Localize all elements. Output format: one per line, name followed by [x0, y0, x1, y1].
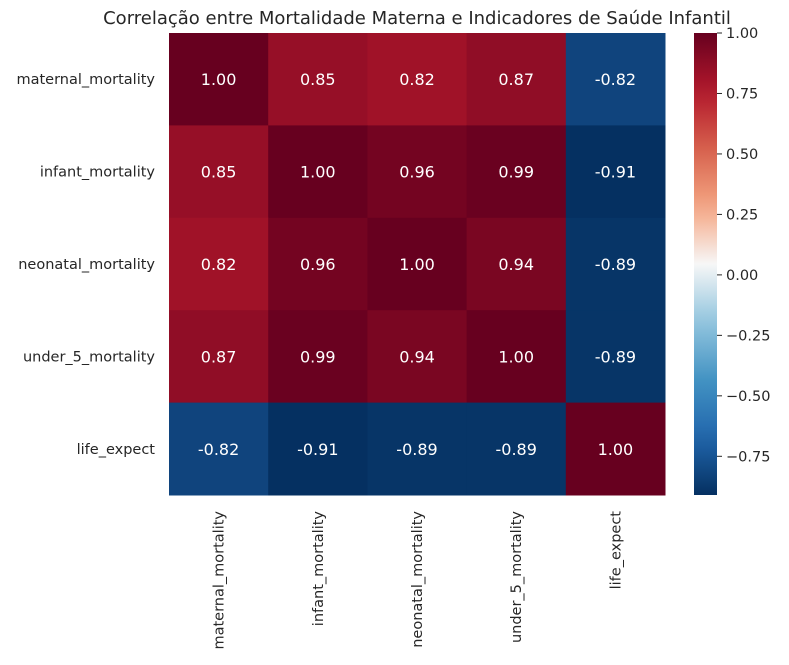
row-tick-label: infant_mortality	[40, 165, 156, 181]
cell-value-label: -0.89	[595, 255, 636, 274]
cell-value-label: -0.89	[495, 440, 536, 459]
cell-value-label: 0.85	[300, 70, 336, 89]
cell-value-label: 0.82	[201, 255, 237, 274]
cell-value-label: 0.87	[201, 347, 237, 366]
colorbar-tick-label: 0.75	[726, 86, 758, 102]
heatmap-cell	[466, 310, 567, 404]
heatmap-cell	[367, 217, 468, 311]
row-tick-label: life_expect	[77, 442, 156, 458]
heatmap-cell	[466, 402, 567, 496]
column-tick-label: maternal_mortality	[212, 511, 228, 650]
heatmap-cell	[466, 125, 567, 219]
cell-value-label: 0.99	[498, 163, 534, 182]
heatmap-cell	[565, 402, 666, 496]
colorbar-tick-label: −0.25	[726, 328, 770, 344]
colorbar-gradient	[694, 33, 717, 495]
cell-value-label: 0.82	[399, 70, 435, 89]
column-tick-labels: maternal_mortality infant_mortality neonat…	[212, 511, 625, 650]
heatmap-cell	[268, 402, 368, 496]
cell-value-label: 1.00	[399, 255, 435, 274]
heatmap-cell	[169, 310, 269, 404]
heatmap-cell	[466, 33, 567, 126]
column-tick-label: neonatal_mortality	[410, 511, 426, 648]
cell-value-label: -0.89	[396, 440, 437, 459]
cell-value-label: 1.00	[300, 163, 336, 182]
column-tick-label: under_5_mortality	[509, 511, 525, 643]
cell-value-label: 0.96	[300, 255, 336, 274]
heatmap-cell	[169, 217, 269, 311]
cell-value-label: 1.00	[201, 70, 237, 89]
heatmap-cell	[466, 217, 567, 311]
cell-value-label: 0.99	[300, 347, 336, 366]
cell-value-label: 1.00	[498, 347, 534, 366]
colorbar-tick-label: 1.00	[726, 26, 758, 42]
colorbar-tick-label: 0.25	[726, 207, 758, 223]
cell-value-label: 0.85	[201, 163, 237, 182]
row-tick-labels: maternal_mortality infant_mortalityneonat…	[16, 72, 155, 458]
heatmap-cell	[169, 33, 269, 126]
cell-value-label: 0.94	[498, 255, 534, 274]
colorbar: 1.00 0.75 0.50 0.25 0.00 −0.25 −0.50 −0.75	[694, 26, 770, 495]
colorbar-tick-label: 0.50	[726, 147, 758, 163]
cell-value-label: 1.00	[598, 440, 634, 459]
cell-value-label: -0.91	[297, 440, 338, 459]
heatmap-cell	[367, 402, 468, 496]
cell-value-label: -0.91	[595, 163, 636, 182]
cell-value-label: -0.89	[595, 347, 636, 366]
heatmap-cell	[268, 310, 368, 404]
cell-value-label: 0.96	[399, 163, 435, 182]
column-tick-label: life_expect	[608, 511, 624, 590]
heatmap-cell	[367, 310, 468, 404]
cell-value-label: 0.94	[399, 347, 435, 366]
heatmap-cells: 1.00 0.85 0.82 0.87 -0.82 0.85 1.00 0.96 0.99 -0.…	[169, 33, 666, 496]
chart-title: Correlação entre Mortalidade Materna e I…	[103, 8, 731, 29]
heatmap-cell	[565, 33, 666, 126]
heatmap-cell	[169, 125, 269, 219]
heatmap-cell	[565, 310, 666, 404]
row-tick-label: neonatal_mortality	[18, 257, 155, 273]
heatmap-cell	[268, 217, 368, 311]
heatmap-cell	[268, 33, 368, 126]
cell-value-label: -0.82	[595, 70, 636, 89]
column-tick-label: infant_mortality	[311, 511, 327, 627]
heatmap-cell	[565, 125, 666, 219]
heatmap-cell	[268, 125, 368, 219]
colorbar-tick-label: −0.50	[726, 389, 770, 405]
heatmap-cell	[169, 402, 269, 496]
colorbar-tick-label: 0.00	[726, 268, 758, 284]
colorbar-tick-label: −0.75	[726, 449, 770, 465]
cell-value-label: -0.82	[198, 440, 239, 459]
heatmap-cell	[367, 33, 468, 126]
row-tick-label: under_5_mortality	[23, 349, 155, 365]
cell-value-label: 0.87	[498, 70, 534, 89]
row-tick-label: maternal_mortality	[16, 72, 155, 88]
heatmap-cell	[565, 217, 666, 311]
heatmap-cell	[367, 125, 468, 219]
